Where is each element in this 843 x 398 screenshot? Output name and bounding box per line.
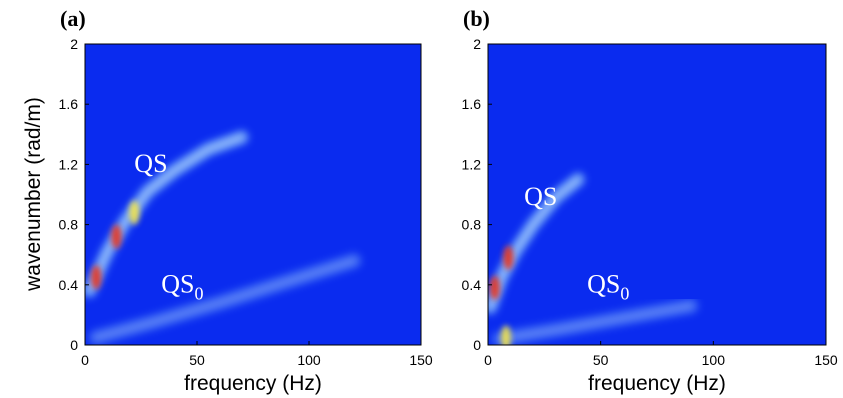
panel-b-ridge-core-qs0: [496, 303, 694, 342]
panel-a-ridge-core-qs: [87, 135, 244, 293]
panel-b-hotspot-2: [501, 325, 511, 345]
panel-b-ridge-core-qs: [488, 177, 581, 310]
panel-b-label: (b): [463, 6, 490, 31]
panel-b-x-tick-label-3: 150: [814, 352, 838, 368]
panel-b-y-tick-label-4: 1.6: [462, 96, 482, 112]
panel-a-hotspot-0: [91, 265, 102, 290]
panel-b-hotspot-0: [489, 275, 500, 300]
panel-b-plot-area: [488, 44, 826, 345]
panel-b-x-tick-label-0: 0: [484, 352, 492, 368]
panel-a-x-tick-label-0: 0: [81, 352, 89, 368]
panel-b-x-tick-label-1: 50: [593, 352, 609, 368]
panel-b-heatmap: [488, 172, 699, 345]
panel-b-y-tick-label-1: 0.4: [462, 277, 482, 293]
panel-b-frame: [487, 43, 827, 346]
panel-a-y-tick-label-4: 1.6: [59, 96, 79, 112]
panel-a-y-tick-label-1: 0.4: [59, 277, 79, 293]
panel-a-ridge-core-qs0: [93, 258, 357, 340]
panel-a-y-tick-label-0: 0: [70, 337, 78, 353]
panel-b-y-tick-label-5: 2: [473, 36, 481, 52]
panel-a-frame: [84, 43, 422, 346]
panel-a-y-tick-label-5: 2: [70, 36, 78, 52]
panel-a-hotspot-2: [129, 200, 140, 225]
panel-a-x-tick-label-2: 100: [297, 352, 321, 368]
panel-a-x-tick-label-3: 150: [409, 352, 433, 368]
panel-b-y-tick-label-3: 1.2: [462, 156, 482, 172]
panel-b-x-axis-title: frequency (Hz): [588, 372, 726, 395]
panel-a-heatmap: [85, 130, 362, 345]
panel-a-y-tick-label-2: 0.8: [59, 217, 79, 233]
panel-b-y-tick-label-2: 0.8: [462, 217, 482, 233]
panel-a-x-tick-label-1: 50: [189, 352, 205, 368]
panel-b-mode-label-0: QS: [524, 182, 557, 211]
panel-b-hotspot-1: [503, 245, 514, 270]
panel-b-ticks: 0 0.4 0.8 1.2 1.6 2 0 50 100 150: [462, 36, 838, 368]
panel-a-y-axis-title: wavenumber (rad/m): [22, 97, 45, 292]
panel-a-hotspot-1: [111, 224, 122, 249]
panel-a-y-tick-label-3: 1.2: [59, 156, 79, 172]
panel-b-y-tick-label-0: 0: [473, 337, 481, 353]
panel-b-x-tick-label-2: 100: [702, 352, 726, 368]
panel-a-label: (a): [60, 6, 86, 31]
panel-a-mode-label-0: QS: [134, 149, 167, 178]
panel-a-x-axis-title: frequency (Hz): [184, 372, 322, 395]
panel-a-ticks: 0 0.4 0.8 1.2 1.6 2 0 50 100 150: [59, 36, 433, 368]
